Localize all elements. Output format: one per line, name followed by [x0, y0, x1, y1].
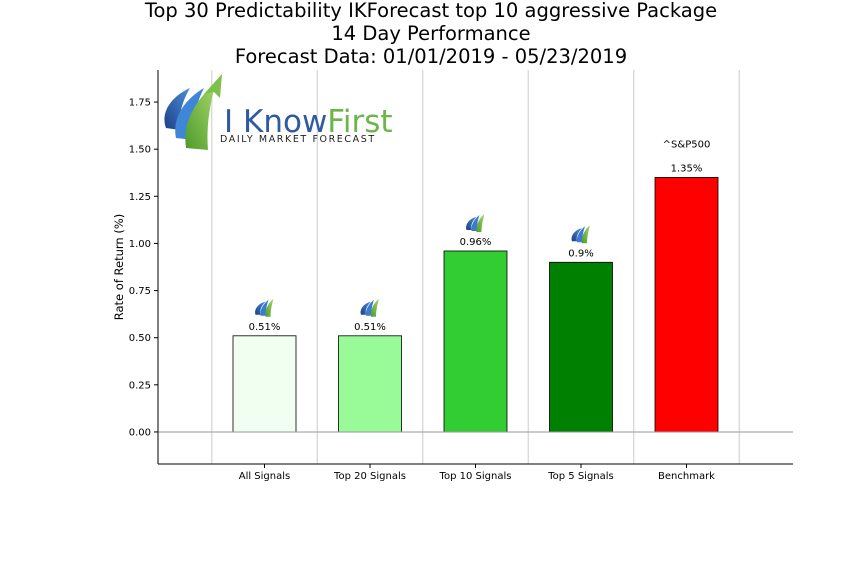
- y-tick-label: 0.25: [129, 380, 151, 391]
- logo-text-light: First: [327, 104, 392, 140]
- bar: [549, 261, 613, 433]
- bars: [232, 177, 719, 433]
- bar: [654, 177, 719, 433]
- bar-logo-icon: [255, 298, 274, 317]
- y-tick-label: 0.00: [129, 427, 151, 438]
- i-know-first-logo-icon: [164, 74, 222, 150]
- chart-title-line-3: Forecast Data: 01/01/2019 - 05/23/2019: [234, 45, 628, 68]
- svg-text:I KnowFirst: I KnowFirst: [224, 104, 393, 140]
- bar: [232, 335, 297, 433]
- bar: [338, 335, 402, 433]
- vertical-gridlines: [211, 70, 740, 464]
- y-tick-label: 1.00: [129, 239, 151, 250]
- x-tick-label: Top 5 Signals: [547, 471, 614, 482]
- data-label: 0.96%: [460, 237, 492, 248]
- data-label: 0.9%: [568, 248, 593, 259]
- x-tick-label: Benchmark: [658, 471, 715, 482]
- bar-logo-icon: [360, 298, 379, 317]
- y-axis-label: Rate of Return (%): [112, 214, 126, 320]
- chart-title-line-1: Top 30 Predictability IKForecast top 10 …: [144, 0, 718, 22]
- benchmark-annotation: ^S&P500: [663, 139, 711, 150]
- y-tick-label: 0.75: [129, 286, 151, 297]
- x-tick-label: All Signals: [239, 471, 291, 482]
- data-labels: 0.51% 0.51% 0.96% 0.9% 1.35% ^S&P500: [249, 139, 711, 332]
- x-tick-labels: All Signals Top 20 Signals Top 10 Signals T…: [239, 464, 715, 482]
- bar: [443, 250, 508, 433]
- y-tick-label: 0.50: [129, 333, 151, 344]
- y-tick-label: 1.50: [129, 145, 151, 156]
- data-label: 0.51%: [249, 322, 281, 333]
- logo-text-dark: I Know: [224, 104, 327, 140]
- y-tick-labels: 0.00 0.25 0.50 0.75 1.00 1.25 1.50 1.75: [129, 98, 158, 438]
- y-tick-label: 1.75: [129, 98, 151, 109]
- data-label: 1.35%: [671, 163, 703, 174]
- x-tick-label: Top 10 Signals: [439, 471, 512, 482]
- bar-logo-icon: [571, 225, 590, 244]
- i-know-first-logo: I KnowFirst Daily Market Forecast: [164, 74, 393, 150]
- bar-logo-icon: [466, 213, 485, 232]
- y-tick-label: 1.25: [129, 192, 151, 203]
- logo-tagline: Daily Market Forecast: [220, 134, 376, 145]
- data-label: 0.51%: [354, 322, 386, 333]
- chart-title-line-2: 14 Day Performance: [331, 22, 531, 45]
- x-tick-label: Top 20 Signals: [333, 471, 406, 482]
